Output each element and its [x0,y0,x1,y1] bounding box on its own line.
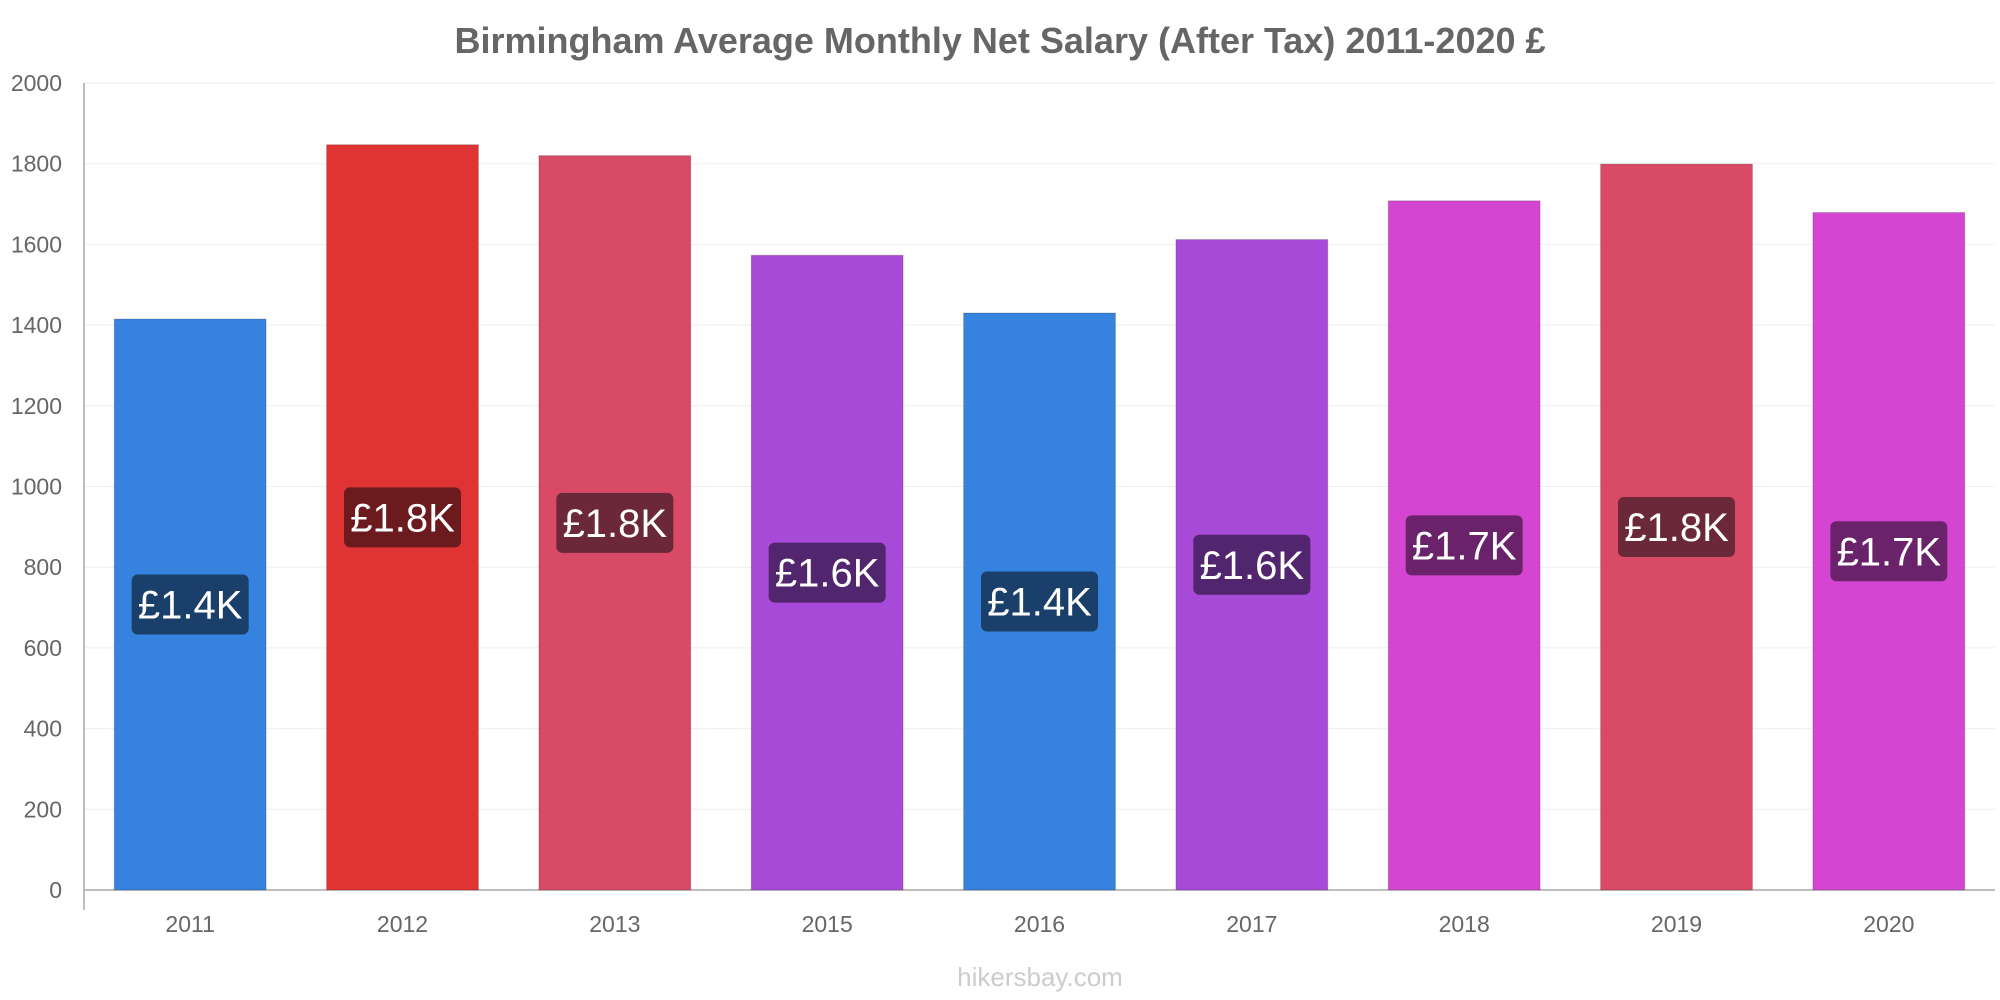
x-tick-label: 2020 [1863,911,1914,937]
data-label-badge [1618,497,1735,558]
y-tick-label: 1200 [11,393,62,419]
y-tick-label: 0 [49,877,62,903]
data-label: £1.8K [1624,506,1729,550]
data-label-badge [768,542,886,603]
x-tick-label: 2017 [1226,911,1277,937]
data-label: £1.6K [775,552,880,596]
data-label: £1.4K [138,584,243,628]
y-tick-label: 1800 [11,151,62,177]
y-tick-label: 800 [24,554,62,580]
y-tick-label: 2000 [11,70,62,96]
data-label-badge [344,487,461,548]
x-tick-label: 2016 [1014,911,1065,937]
chart-title: Birmingham Average Monthly Net Salary (A… [454,20,1545,61]
data-label-badge [556,492,674,553]
data-label: £1.6K [1200,544,1305,588]
data-label-badge [1830,521,1948,582]
x-tick-label: 2011 [165,911,214,937]
data-label-badge [1405,515,1523,576]
data-label: £1.7K [1412,524,1517,568]
data-label: £1.8K [350,496,455,540]
watermark: hikersbay.com [957,962,1123,992]
y-tick-label: 200 [24,796,62,822]
x-tick-label: 2012 [377,911,428,937]
data-label: £1.4K [987,580,1092,624]
y-tick-label: 1400 [11,312,62,338]
data-label: £1.8K [563,502,668,546]
data-label-badge [131,574,249,635]
x-tick-label: 2019 [1651,911,1702,937]
x-tick-label: 2013 [589,911,640,937]
y-tick-label: 600 [24,635,62,661]
data-labels: £1.4K £1.8K £1.8K £1.6K £1.4K £1.6K £1.7K £1.8K… [131,487,1948,635]
y-tick-label: 1600 [11,231,62,257]
y-tick-label: 1000 [11,474,62,500]
data-label-badge [1193,534,1311,595]
data-label: £1.7K [1837,530,1942,574]
x-tick-labels: 2011 2012 2013 2015 2016 2017 2018 2019 2020 [165,911,1914,937]
x-tick-label: 2018 [1439,911,1490,937]
y-tick-label: 400 [24,716,62,742]
x-tick-label: 2015 [802,911,853,937]
data-label-badge [981,571,1098,632]
y-tick-labels: 0 200 400 600 800 1000 1200 1400 1600 1800 2000 [11,70,62,903]
